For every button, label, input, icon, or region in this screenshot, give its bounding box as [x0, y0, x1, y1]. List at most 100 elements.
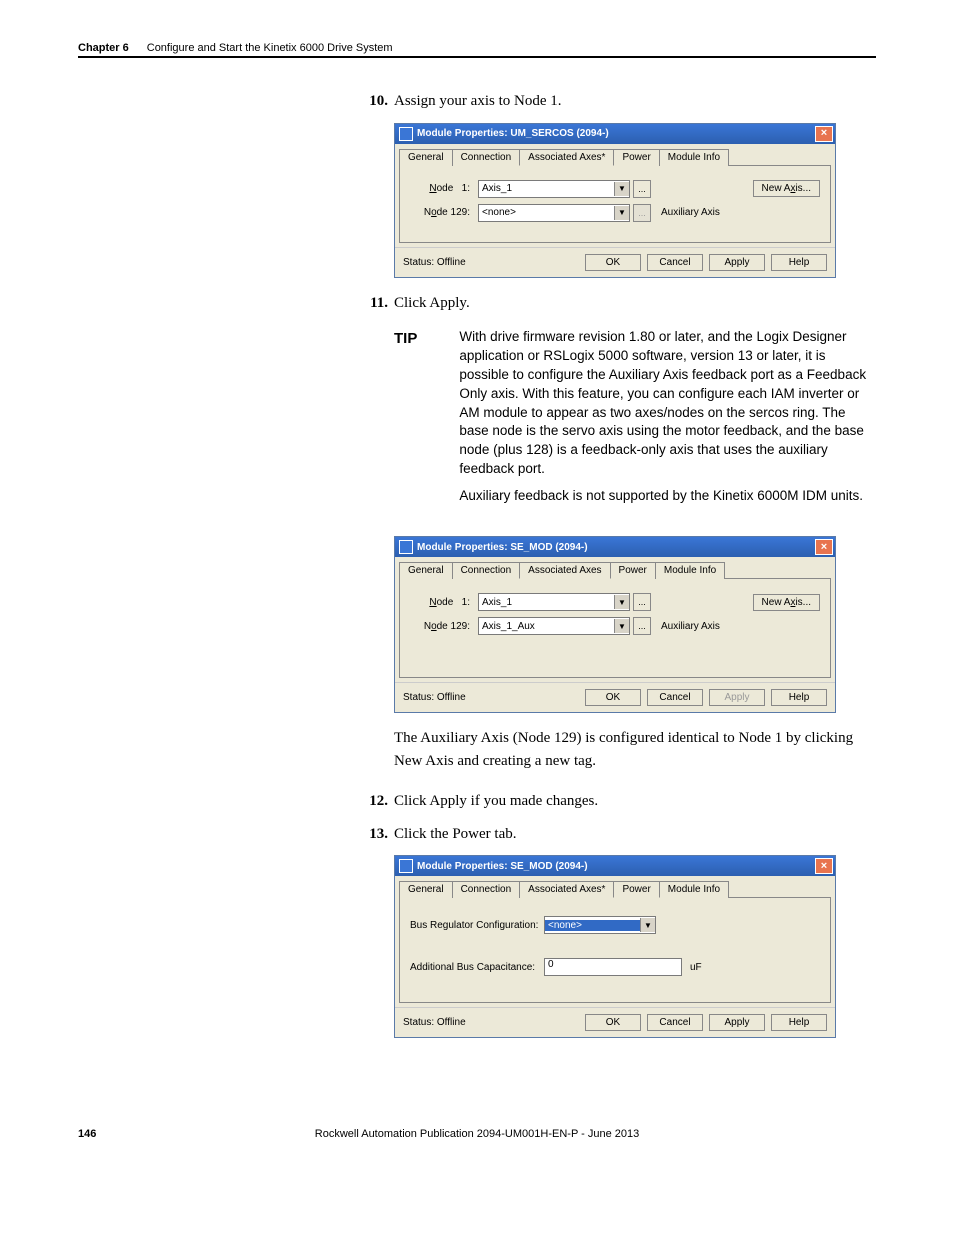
window-icon: [399, 540, 413, 554]
apply-button[interactable]: Apply: [709, 254, 765, 271]
unit-label: uF: [690, 962, 702, 973]
chevron-down-icon: ▼: [614, 206, 629, 220]
publication-text: Rockwell Automation Publication 2094-UM0…: [78, 1128, 876, 1140]
node-1-dropdown[interactable]: Axis_1 ▼: [478, 593, 630, 611]
window-title: Module Properties: SE_MOD (2094-): [417, 542, 815, 553]
tabs: General Connection Associated Axes Power…: [399, 561, 831, 578]
new-axis-button[interactable]: New Axis...: [753, 594, 820, 611]
bus-capacitance-row: Additional Bus Capacitance: 0 uF: [410, 958, 820, 976]
tab-associated-axes[interactable]: Associated Axes*: [519, 881, 614, 898]
module-properties-dialog-3: Module Properties: SE_MOD (2094-) × Gene…: [394, 855, 836, 1038]
chapter-title: Configure and Start the Kinetix 6000 Dri…: [147, 42, 393, 54]
node-1-row: Node 1: Axis_1 ▼ ... New Axis...: [410, 180, 820, 198]
help-button[interactable]: Help: [771, 689, 827, 706]
tip-label: TIP: [394, 328, 417, 514]
chevron-down-icon: ▼: [614, 182, 629, 196]
status-row: Status: Offline OK Cancel Apply Help: [395, 247, 835, 277]
node-129-row: Node 129: <none> ▼ ... Auxiliary Axis: [410, 204, 820, 222]
tab-associated-axes[interactable]: Associated Axes*: [519, 149, 614, 166]
step-10: 10. Assign your axis to Node 1.: [358, 90, 876, 113]
auxiliary-axis-label: Auxiliary Axis: [661, 207, 720, 218]
step-13: 13. Click the Power tab.: [358, 823, 876, 846]
node-129-label: Node 129:: [410, 207, 470, 218]
tab-power[interactable]: Power: [610, 562, 656, 579]
node-1-label: Node 1:: [410, 183, 470, 194]
tab-module-info[interactable]: Module Info: [659, 881, 729, 898]
step-11: 11. Click Apply.: [358, 292, 876, 315]
node-129-dropdown[interactable]: Axis_1_Aux ▼: [478, 617, 630, 635]
close-icon[interactable]: ×: [815, 858, 833, 874]
tip-paragraph-2: Auxiliary feedback is not supported by t…: [459, 487, 876, 506]
step-number: 12.: [358, 790, 388, 813]
page-number: 146: [78, 1128, 96, 1140]
chevron-down-icon: ▼: [614, 619, 629, 633]
tab-connection[interactable]: Connection: [452, 881, 521, 898]
tab-power[interactable]: Power: [613, 149, 659, 166]
power-panel: Bus Regulator Configuration: <none> ▼ Ad…: [399, 897, 831, 1003]
node-1-dropdown[interactable]: Axis_1 ▼: [478, 180, 630, 198]
ok-button[interactable]: OK: [585, 1014, 641, 1031]
page-header: Chapter 6 Configure and Start the Kineti…: [78, 42, 876, 58]
step-text: Click Apply if you made changes.: [394, 790, 876, 813]
tip-text: With drive firmware revision 1.80 or lat…: [459, 328, 876, 514]
tab-panel: Node 1: Axis_1 ▼ ... New Axis... Node 12…: [399, 165, 831, 243]
apply-button[interactable]: Apply: [709, 1014, 765, 1031]
bus-capacitance-input[interactable]: 0: [544, 958, 682, 976]
cancel-button[interactable]: Cancel: [647, 254, 703, 271]
bus-capacitance-label: Additional Bus Capacitance:: [410, 962, 544, 973]
node-1-label: Node 1:: [410, 597, 470, 608]
tab-connection[interactable]: Connection: [452, 562, 521, 579]
bus-regulator-row: Bus Regulator Configuration: <none> ▼: [410, 916, 820, 934]
tab-associated-axes[interactable]: Associated Axes: [519, 562, 610, 579]
ok-button[interactable]: OK: [585, 254, 641, 271]
new-axis-button[interactable]: New Axis...: [753, 180, 820, 197]
close-icon[interactable]: ×: [815, 539, 833, 555]
chapter-label: Chapter 6: [78, 42, 129, 54]
step-text: Click the Power tab.: [394, 823, 876, 846]
step-number: 13.: [358, 823, 388, 846]
tab-module-info[interactable]: Module Info: [655, 562, 725, 579]
tab-general[interactable]: General: [399, 881, 453, 898]
tabs: General Connection Associated Axes* Powe…: [399, 880, 831, 897]
ellipsis-button: ...: [633, 204, 651, 222]
tab-connection[interactable]: Connection: [452, 149, 521, 166]
step-text: Click Apply.: [394, 292, 876, 315]
step-text: Assign your axis to Node 1.: [394, 90, 876, 113]
window-icon: [399, 127, 413, 141]
tip-block: TIP With drive firmware revision 1.80 or…: [394, 328, 876, 514]
step-12: 12. Click Apply if you made changes.: [358, 790, 876, 813]
apply-button: Apply: [709, 689, 765, 706]
cancel-button[interactable]: Cancel: [647, 1014, 703, 1031]
bus-regulator-dropdown[interactable]: <none> ▼: [544, 916, 656, 934]
cancel-button[interactable]: Cancel: [647, 689, 703, 706]
tab-module-info[interactable]: Module Info: [659, 149, 729, 166]
close-icon[interactable]: ×: [815, 126, 833, 142]
tab-panel: Node 1: Axis_1 ▼ ... New Axis... Node 12…: [399, 578, 831, 678]
tab-general[interactable]: General: [399, 562, 453, 579]
status-label: Status: Offline: [403, 692, 466, 703]
tip-paragraph-1: With drive firmware revision 1.80 or lat…: [459, 328, 876, 479]
help-button[interactable]: Help: [771, 254, 827, 271]
ellipsis-button[interactable]: ...: [633, 593, 651, 611]
module-properties-dialog-2: Module Properties: SE_MOD (2094-) × Gene…: [394, 536, 836, 713]
ok-button[interactable]: OK: [585, 689, 641, 706]
page-footer: 146 Rockwell Automation Publication 2094…: [78, 1128, 876, 1140]
ellipsis-button[interactable]: ...: [633, 180, 651, 198]
status-row: Status: Offline OK Cancel Apply Help: [395, 682, 835, 712]
step-number: 11.: [358, 292, 388, 315]
ellipsis-button[interactable]: ...: [633, 617, 651, 635]
tab-general[interactable]: General: [399, 149, 453, 166]
titlebar: Module Properties: SE_MOD (2094-) ×: [395, 856, 835, 876]
tab-power[interactable]: Power: [613, 881, 659, 898]
status-label: Status: Offline: [403, 257, 466, 268]
status-label: Status: Offline: [403, 1017, 466, 1028]
step-number: 10.: [358, 90, 388, 113]
chevron-down-icon: ▼: [640, 918, 655, 932]
module-properties-dialog-1: Module Properties: UM_SERCOS (2094-) × G…: [394, 123, 836, 278]
auxiliary-axis-label: Auxiliary Axis: [661, 621, 720, 632]
help-button[interactable]: Help: [771, 1014, 827, 1031]
window-icon: [399, 859, 413, 873]
auxiliary-paragraph: The Auxiliary Axis (Node 129) is configu…: [394, 727, 876, 772]
node-129-dropdown[interactable]: <none> ▼: [478, 204, 630, 222]
window-title: Module Properties: SE_MOD (2094-): [417, 861, 815, 872]
